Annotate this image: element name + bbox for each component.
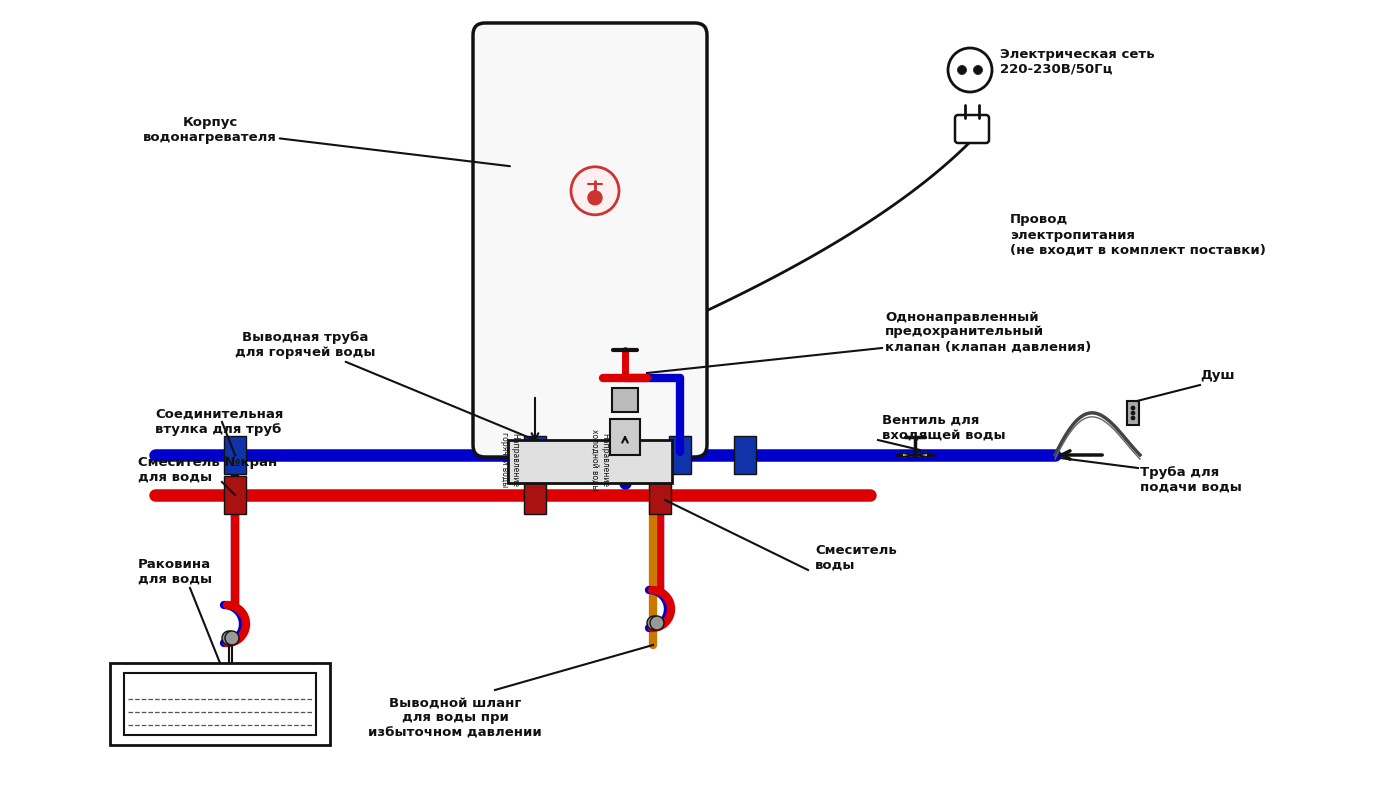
Bar (125, 673, 316, 735)
Circle shape (1131, 411, 1135, 415)
Circle shape (1131, 406, 1135, 410)
Text: Душ: Душ (1200, 369, 1235, 382)
Circle shape (572, 167, 619, 215)
Polygon shape (902, 453, 929, 457)
Bar (224, 436, 246, 474)
Text: Электрическая сеть
220-230В/50Гц: Электрическая сеть 220-230В/50Гц (1001, 48, 1154, 76)
Text: Смеситель №кран
для воды: Смеситель №кран для воды (138, 456, 277, 484)
Text: Вентиль для
входящей воды: Вентиль для входящей воды (882, 414, 1006, 442)
Text: Направление
холодной воды: Направление холодной воды (591, 430, 610, 490)
Bar (525, 476, 547, 514)
Text: Раковина
для воды: Раковина для воды (138, 558, 212, 586)
Circle shape (948, 48, 992, 92)
Text: Выводной шланг
для воды при
избыточном давлении: Выводной шланг для воды при избыточном д… (368, 697, 543, 739)
Text: Выводная труба
для горячей воды: Выводная труба для горячей воды (235, 331, 536, 440)
Text: Соединительная
втулка для труб: Соединительная втулка для труб (155, 408, 284, 436)
FancyBboxPatch shape (473, 23, 707, 457)
Circle shape (958, 66, 966, 74)
Circle shape (973, 66, 983, 74)
Text: Провод
электропитания
(не входит в комплект поставки): Провод электропитания (не входит в компл… (1010, 214, 1266, 257)
Bar (668, 436, 691, 474)
Circle shape (226, 631, 239, 645)
Bar (109, 663, 329, 745)
Bar (1127, 401, 1139, 425)
Text: Однонаправленный
предохранительный
клапан (клапан давления): Однонаправленный предохранительный клапа… (884, 310, 1091, 354)
Text: Труба для
подачи воды: Труба для подачи воды (1140, 466, 1241, 494)
Bar (649, 476, 671, 514)
Circle shape (1131, 416, 1135, 420)
Circle shape (588, 191, 602, 205)
FancyBboxPatch shape (955, 115, 990, 143)
Circle shape (221, 631, 237, 645)
Text: Смеситель
воды: Смеситель воды (815, 544, 897, 572)
Text: Корпус
водонагревателя: Корпус водонагревателя (143, 116, 509, 166)
Circle shape (650, 616, 664, 630)
Bar (612, 388, 638, 412)
Circle shape (646, 616, 662, 630)
Bar (224, 476, 246, 514)
Text: Направление
горячей воды: Направление горячей воды (500, 433, 520, 487)
Bar (734, 436, 756, 474)
Bar (525, 436, 547, 474)
Bar (610, 419, 639, 455)
Bar (508, 440, 671, 483)
